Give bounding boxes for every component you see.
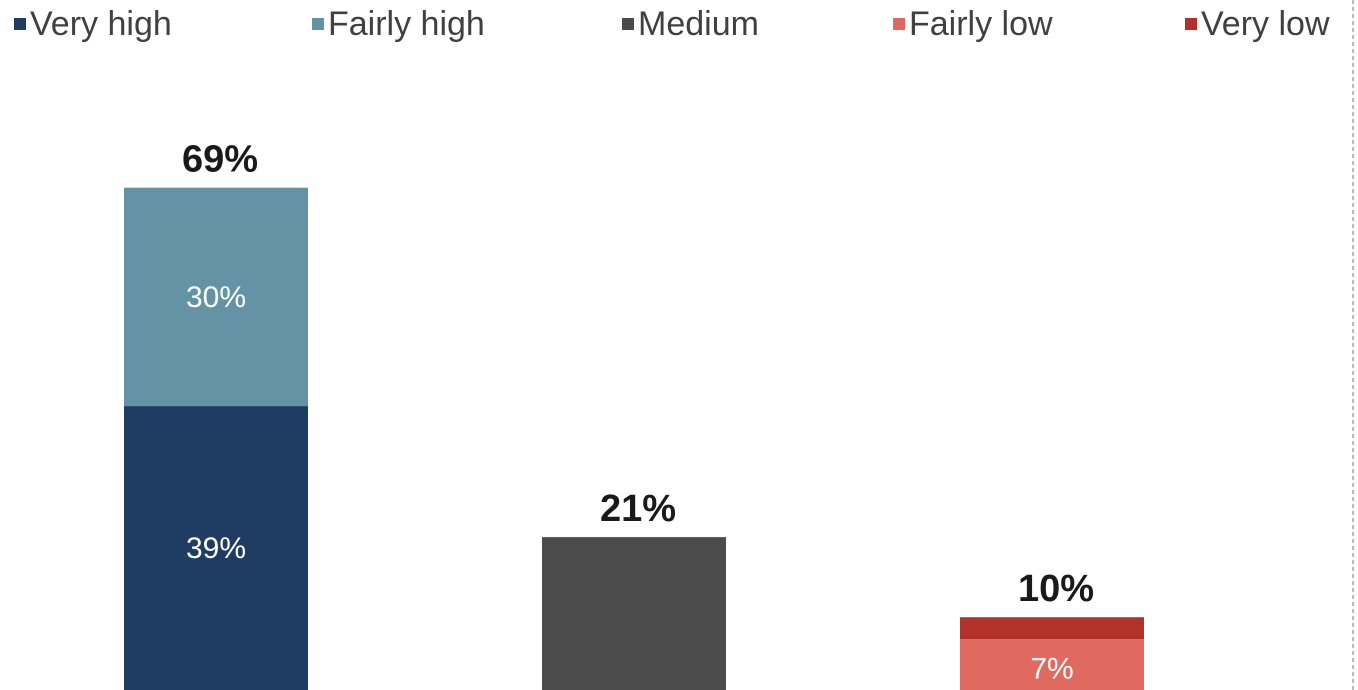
segment-label-0: 39% (186, 532, 246, 565)
segment-label-2: 7% (1030, 653, 1073, 686)
total-label-1: 21% (600, 488, 676, 530)
bar-segment-0-1 (124, 187, 308, 407)
legend-label-1: Fairly high (328, 5, 485, 43)
legend: Very high Fairly high Medium Fairly low Very… (14, 5, 1330, 43)
bar-segment-2-3 (960, 639, 1144, 690)
legend-label-4: Very low (1201, 5, 1330, 43)
legend-swatch-0 (14, 18, 26, 30)
legend-label-3: Fairly low (909, 5, 1053, 43)
total-labels: 69% 21% 10% (182, 139, 1094, 611)
legend-label-2: Medium (638, 5, 759, 43)
legend-swatch-3 (893, 18, 905, 30)
total-label-0: 69% (182, 139, 258, 181)
total-label-2: 10% (1018, 568, 1094, 610)
legend-swatch-4 (1185, 18, 1197, 30)
legend-label-0: Very high (30, 5, 172, 43)
legend-swatch-1 (312, 18, 324, 30)
bar-segment-0-0 (124, 406, 308, 690)
legend-swatch-2 (622, 18, 634, 30)
bars: 39% 30% 7% (124, 187, 1144, 690)
bar-segment-1-2 (542, 537, 726, 690)
segment-label-1: 30% (186, 281, 246, 314)
bar-segment-2-4 (960, 617, 1144, 640)
